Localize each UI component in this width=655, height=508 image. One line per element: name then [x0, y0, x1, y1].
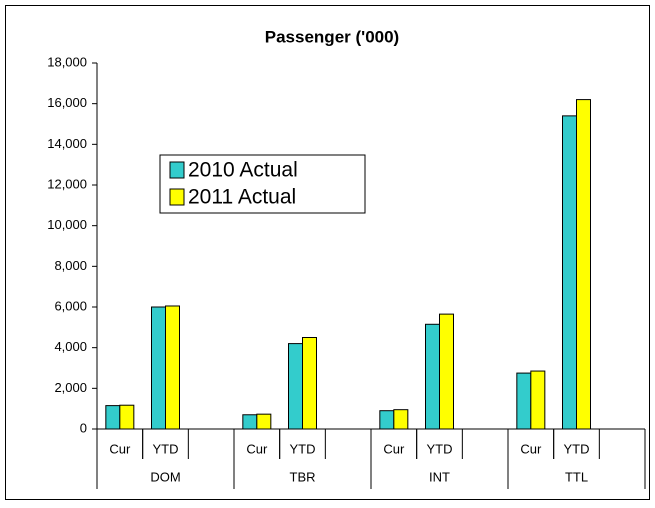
chart-title: Passenger ('000)	[265, 27, 399, 46]
bar	[425, 323, 440, 430]
y-tick-label: 8,000	[54, 258, 87, 273]
bar	[439, 313, 454, 430]
bar	[302, 337, 317, 430]
bar	[516, 372, 532, 430]
legend-swatch	[169, 161, 185, 179]
x-tick-label: Cur	[109, 441, 131, 456]
bar	[562, 115, 577, 430]
y-tick-label: 18,000	[47, 54, 87, 69]
x-tick-label: Cur	[246, 441, 268, 456]
bar	[530, 370, 546, 430]
bar	[151, 306, 166, 430]
legend-label: 2010 Actual	[188, 159, 298, 182]
y-tick-label: 16,000	[47, 95, 87, 110]
x-tick-label: YTD	[564, 441, 590, 456]
y-tick-label: 14,000	[47, 136, 87, 151]
y-tick-label: 10,000	[47, 217, 87, 232]
x-tick-label: YTD	[153, 441, 179, 456]
group-label: INT	[429, 469, 450, 484]
group-label: DOM	[150, 469, 180, 484]
x-tick-label: Cur	[520, 441, 542, 456]
y-tick-label: 6,000	[54, 298, 87, 313]
group-label: TTL	[565, 469, 588, 484]
y-tick-label: 12,000	[47, 176, 87, 191]
x-tick-label: YTD	[427, 441, 453, 456]
x-tick-label: Cur	[383, 441, 405, 456]
bar	[393, 409, 409, 430]
bar	[119, 404, 135, 430]
chart-border	[5, 5, 650, 500]
bar	[576, 99, 591, 430]
group-label: TBR	[290, 469, 316, 484]
legend-label: 2011 Actual	[188, 186, 296, 209]
bar	[256, 413, 272, 430]
bar	[379, 410, 395, 430]
y-tick-label: 4,000	[54, 339, 87, 354]
x-tick-label: YTD	[290, 441, 316, 456]
bar	[242, 414, 258, 430]
bar	[288, 343, 303, 430]
legend-swatch	[169, 188, 185, 206]
bar	[165, 305, 180, 430]
y-tick-label: 2,000	[54, 380, 87, 395]
bar	[105, 405, 121, 430]
y-tick-label: 0	[80, 420, 87, 435]
legend-box	[159, 154, 366, 214]
